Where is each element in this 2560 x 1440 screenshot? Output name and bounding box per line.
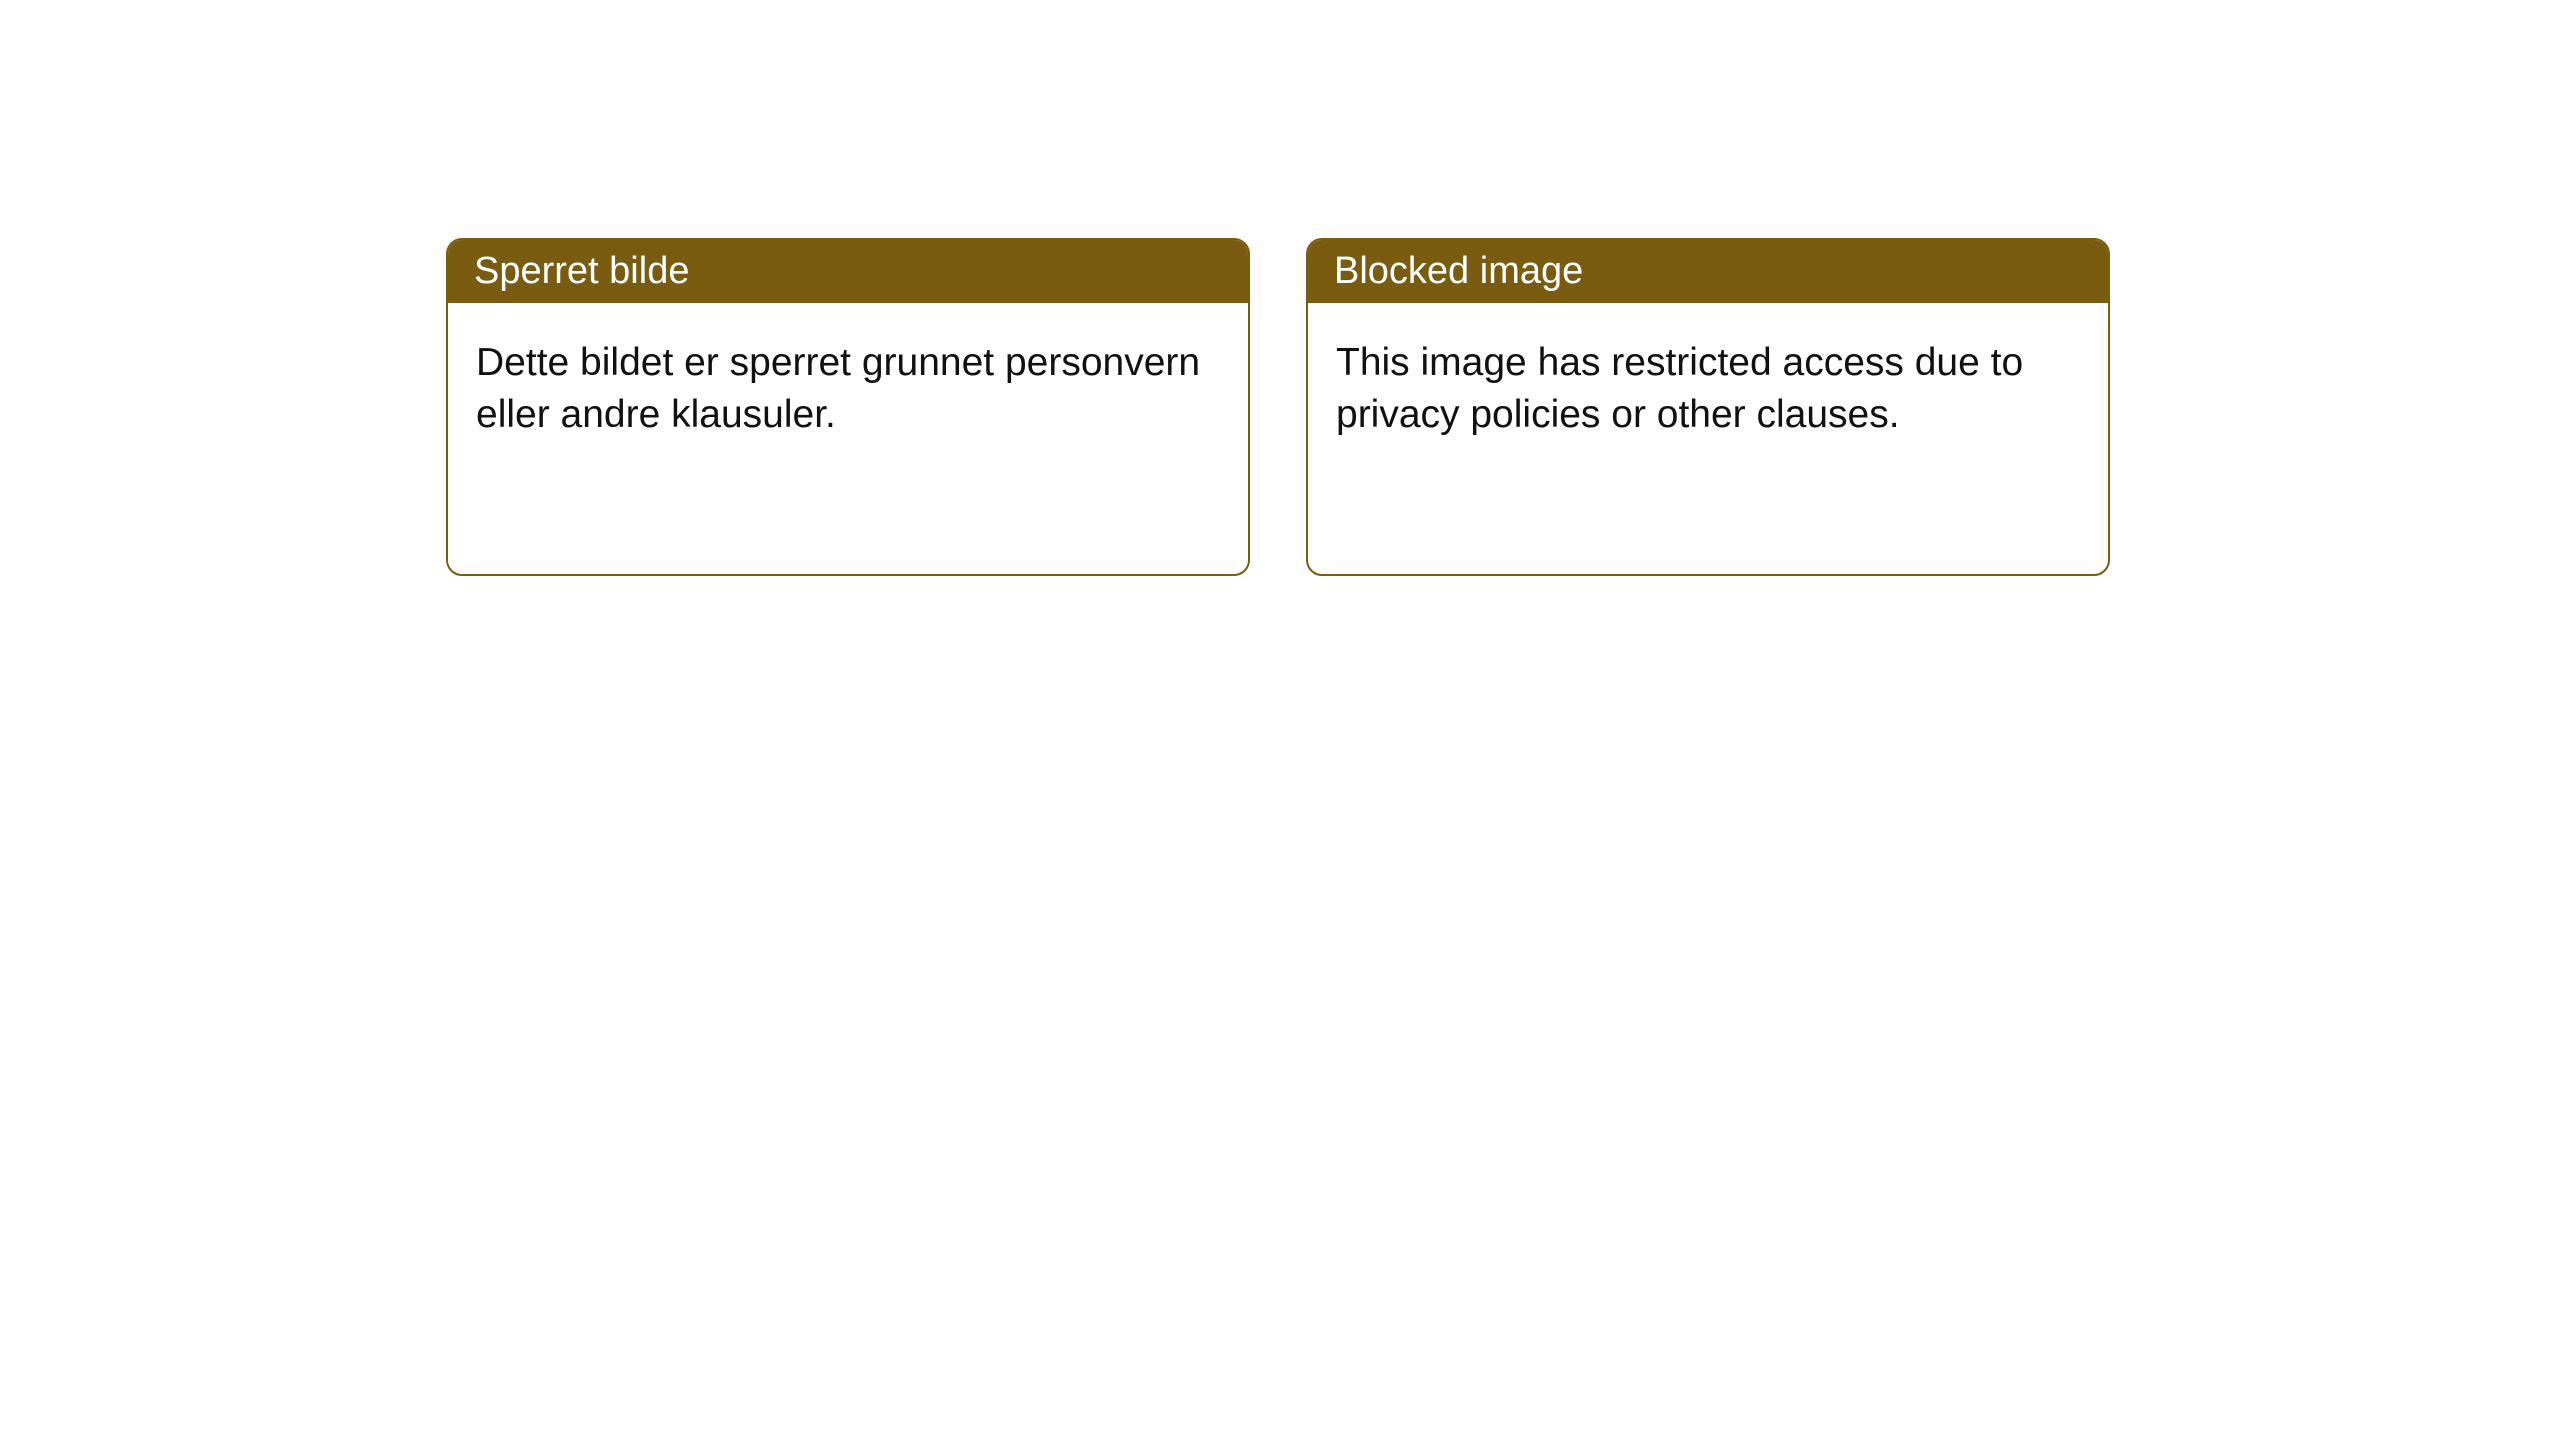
blocked-image-title-en: Blocked image xyxy=(1308,240,2108,303)
blocked-image-title-no: Sperret bilde xyxy=(448,240,1248,303)
blocked-image-box-no: Sperret bilde Dette bildet er sperret gr… xyxy=(446,238,1250,576)
blocked-image-body-en: This image has restricted access due to … xyxy=(1308,303,2108,476)
blocked-image-body-no: Dette bildet er sperret grunnet personve… xyxy=(448,303,1248,476)
notice-container: Sperret bilde Dette bildet er sperret gr… xyxy=(0,0,2560,576)
blocked-image-box-en: Blocked image This image has restricted … xyxy=(1306,238,2110,576)
